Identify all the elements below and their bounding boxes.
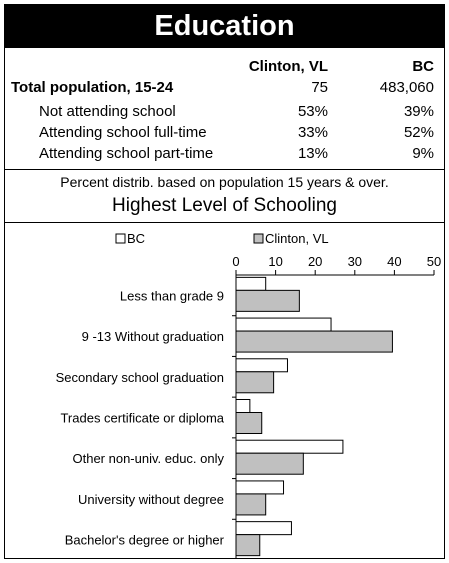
bar-bc (235, 399, 251, 413)
chart-title: Highest Level of Schooling (112, 195, 337, 216)
category-label: University without degree (78, 492, 224, 507)
x-tick-label: 30 (348, 254, 362, 269)
bar-bc (235, 317, 332, 332)
row-value-bc: 52% (403, 124, 434, 141)
row-value-clinton: 53% (297, 103, 328, 120)
bar-clinton (235, 330, 393, 353)
table-row: Not attending school 53% 39% (5, 102, 444, 122)
x-tick-label: 10 (268, 254, 282, 269)
legend-label-bc: BC (127, 231, 145, 246)
table-row: Attending school full-time 33% 52% (5, 123, 444, 143)
row-label: Attending school part-time (39, 145, 214, 162)
bar-bc (235, 521, 292, 536)
distribution-note: Percent distrib. based on population 15 … (60, 174, 389, 190)
category-label: Other non-univ. educ. only (72, 451, 224, 466)
education-panel: Education Clinton, VL BC Total populatio… (4, 4, 445, 559)
schooling-bar-chart: BC Clinton, VL 0 10 20 30 40 50 Less than grade … (56, 231, 441, 558)
row-label: Not attending school (39, 103, 176, 120)
col-header-bc: BC (412, 58, 434, 75)
row-value-bc: 483,060 (379, 79, 434, 96)
legend-swatch-bc (115, 233, 126, 244)
category-label: Bachelor's degree or higher (65, 533, 225, 548)
category-label: Secondary school graduation (56, 370, 224, 385)
table-row: Attending school part-time 13% 9% (5, 144, 444, 164)
bar-bc (235, 358, 288, 373)
legend-swatch-clinton (253, 233, 264, 244)
x-tick-label: 40 (387, 254, 401, 269)
divider (5, 222, 444, 223)
divider (5, 169, 444, 170)
bar-clinton (235, 534, 261, 557)
panel-title: Education (5, 5, 444, 48)
bar-bc (235, 480, 285, 495)
category-label: Trades certificate or diploma (60, 411, 224, 426)
row-value-clinton: 13% (297, 145, 328, 162)
table-row: Total population, 15-24 75 483,060 (5, 78, 444, 98)
row-value-bc: 39% (403, 103, 434, 120)
category-label: 9 -13 Without graduation (82, 329, 224, 344)
x-tick-label: 20 (308, 254, 322, 269)
x-tick-label: 0 (232, 254, 239, 269)
bar-clinton (235, 412, 263, 434)
bar-clinton (235, 371, 275, 394)
bar-bc (235, 439, 344, 454)
bar-clinton (235, 493, 267, 516)
row-value-bc: 9% (412, 145, 434, 162)
col-header-clinton: Clinton, VL (248, 58, 328, 75)
bar-clinton (235, 452, 304, 475)
legend-label-clinton: Clinton, VL (265, 231, 329, 246)
row-value-clinton: 33% (297, 124, 328, 141)
bar-clinton (235, 289, 300, 312)
row-value-clinton: 75 (311, 79, 328, 96)
x-tick-label: 50 (427, 254, 441, 269)
category-label: Less than grade 9 (120, 288, 224, 303)
bar-bc (235, 276, 267, 291)
row-label: Total population, 15-24 (11, 79, 174, 96)
table-header: Clinton, VL BC (5, 57, 444, 77)
row-label: Attending school full-time (39, 124, 207, 141)
